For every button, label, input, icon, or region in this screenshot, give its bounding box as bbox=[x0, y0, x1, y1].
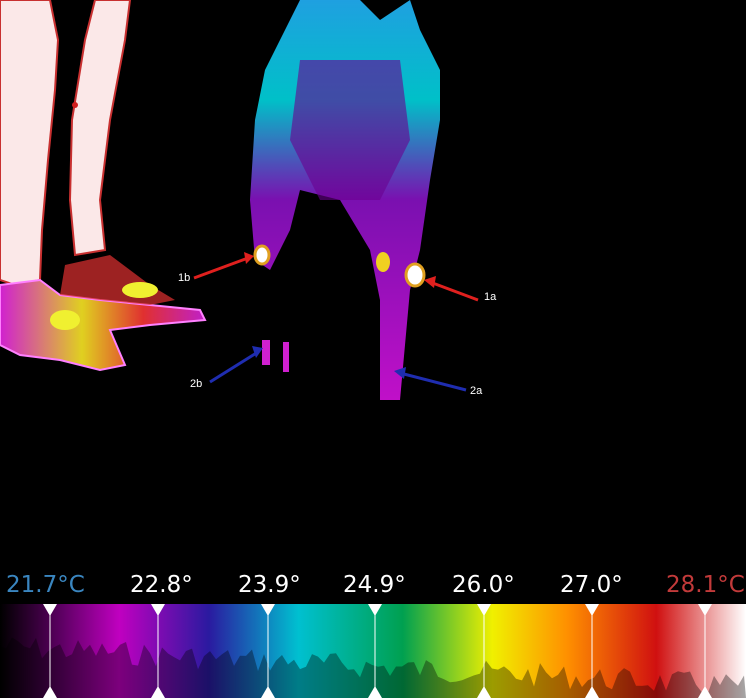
annotation-label-1b: 1b bbox=[178, 272, 190, 284]
scale-marker-bottom bbox=[477, 686, 491, 698]
scale-tick-label: 27.0° bbox=[560, 572, 623, 598]
scale-marker-bottom bbox=[585, 686, 599, 698]
annotation-2a: 2a bbox=[394, 367, 483, 397]
scale-marker-top bbox=[368, 604, 382, 616]
human-legs bbox=[0, 0, 132, 287]
temperature-scale-labels: 21.7°C 22.8° 23.9° 24.9° 26.0° 27.0° 28.… bbox=[0, 568, 746, 604]
annotation-label-1a: 1a bbox=[484, 291, 497, 303]
human-shoes bbox=[0, 255, 207, 372]
scale-tick-label: 24.9° bbox=[343, 572, 406, 598]
annotation-1b: 1b bbox=[178, 252, 254, 284]
scale-marker-bottom bbox=[43, 686, 57, 698]
color-palette-bar bbox=[0, 604, 746, 698]
scale-marker-top bbox=[698, 604, 712, 616]
scale-marker-top bbox=[151, 604, 165, 616]
scale-tick-label: 22.8° bbox=[130, 572, 193, 598]
annotation-label-2a: 2a bbox=[470, 385, 483, 397]
annotation-1a: 1a bbox=[424, 276, 497, 303]
scale-marker-bottom bbox=[261, 686, 275, 698]
scale-marker-top bbox=[261, 604, 275, 616]
scale-marker-top bbox=[43, 604, 57, 616]
scale-tick-label: 21.7°C bbox=[6, 572, 85, 598]
scale-marker-bottom bbox=[151, 686, 165, 698]
scale-marker-bottom bbox=[368, 686, 382, 698]
dog-body bbox=[250, 0, 440, 400]
scale-marker-top bbox=[585, 604, 599, 616]
scale-tick-label: 23.9° bbox=[238, 572, 301, 598]
thermal-image: 1a 1b 2a 2b bbox=[0, 0, 497, 400]
scale-marker-bottom bbox=[698, 686, 712, 698]
histogram-shape bbox=[0, 637, 746, 698]
annotation-label-2b: 2b bbox=[190, 378, 202, 390]
annotation-2b: 2b bbox=[190, 346, 263, 390]
scale-tick-label: 28.1°C bbox=[666, 572, 745, 598]
scale-tick-label: 26.0° bbox=[452, 572, 515, 598]
scale-marker-top bbox=[477, 604, 491, 616]
